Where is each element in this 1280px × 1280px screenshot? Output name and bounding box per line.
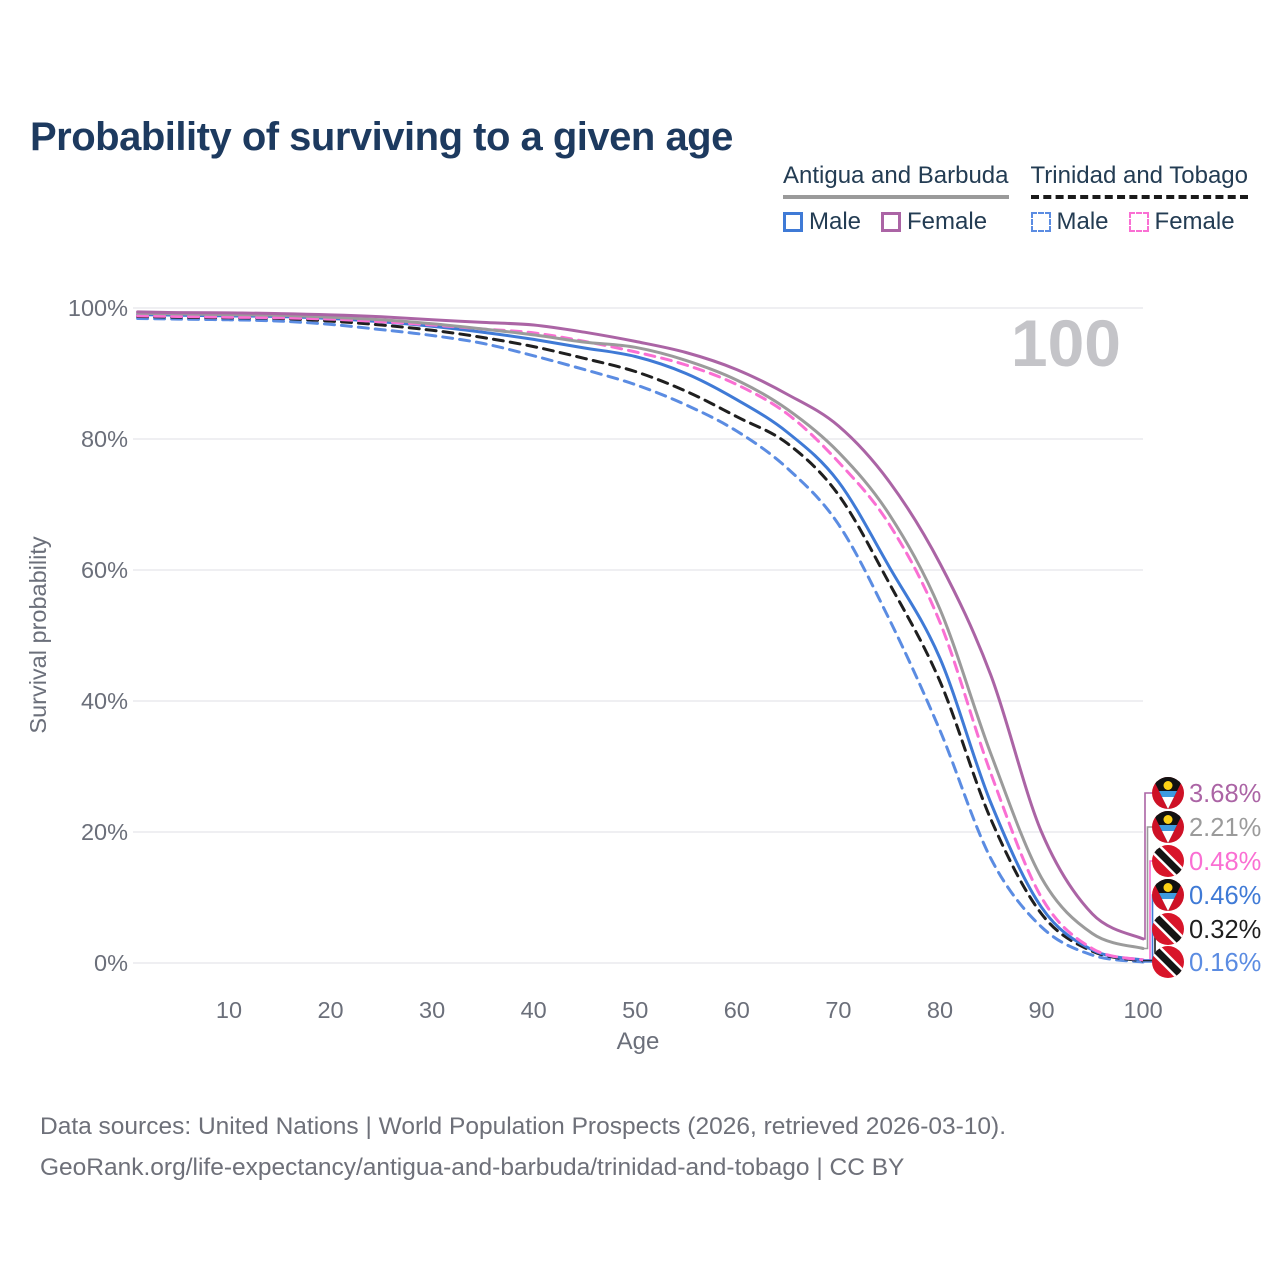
legend-item-trinidad-female[interactable]: Female: [1128, 208, 1235, 236]
end-value-label-antigua-barbuda-both: 2.21%: [1189, 814, 1261, 842]
series-line-trinidad-tobago-female: [136, 314, 1145, 962]
x-tick-label: 10: [216, 997, 242, 1023]
x-tick-label: 30: [419, 997, 445, 1023]
y-tick-label: 40%: [81, 688, 128, 714]
series-line-antigua-barbuda-female: [136, 310, 1145, 941]
grid-layer: [133, 307, 1143, 964]
end-value-label-trinidad-tobago-female: 0.48%: [1189, 848, 1261, 876]
y-tick-label: 100%: [68, 295, 128, 321]
x-tick-label: 40: [521, 997, 547, 1023]
legend-group-antigua-and-barbuda: Antigua and Barbuda Male Female: [782, 162, 1009, 236]
end-label-leader-line: [1143, 792, 1153, 940]
antigua-and-barbuda-flag-icon: [1152, 777, 1184, 809]
legend-item-label: Male: [1056, 208, 1109, 235]
end-value-label-trinidad-tobago-male: 0.16%: [1189, 949, 1261, 977]
legend-country-label: Antigua and Barbuda: [782, 162, 1009, 199]
x-tick-label: 70: [825, 997, 851, 1023]
y-tick-label: 60%: [81, 557, 128, 583]
legend-country-label: Trinidad and Tobago: [1030, 162, 1248, 199]
x-tick-label: 80: [927, 997, 953, 1023]
legend-item-label: Female: [1154, 208, 1235, 235]
trinidad-and-tobago-flag-icon: [1150, 843, 1186, 879]
end-value-label-trinidad-tobago-both: 0.32%: [1189, 916, 1261, 944]
end-value-label-antigua-barbuda-female: 3.68%: [1189, 780, 1261, 808]
antigua-and-barbuda-flag-icon: [1152, 879, 1184, 911]
antigua-and-barbuda-flag-icon: [1152, 811, 1184, 843]
legend-item-trinidad-male[interactable]: Male: [1030, 208, 1109, 236]
x-tick-label: 20: [317, 997, 343, 1023]
legend-item-antigua-male[interactable]: Male: [782, 208, 862, 236]
y-axis-title: Survival probability: [25, 536, 51, 733]
legend-item-label: Female: [907, 208, 988, 235]
x-tick-label: 50: [622, 997, 648, 1023]
female-solid-swatch-icon: [881, 212, 902, 232]
x-tick-label: 60: [724, 997, 750, 1023]
x-axis-title: Age: [617, 1028, 660, 1055]
end-value-label-antigua-barbuda-male: 0.46%: [1189, 882, 1261, 910]
chart-legend: Antigua and Barbuda Male Female Trinidad…: [782, 162, 1248, 236]
page-title: Probability of surviving to a given age: [30, 114, 733, 159]
male-dashed-swatch-icon: [1030, 212, 1051, 232]
y-tick-label: 20%: [81, 819, 128, 845]
male-solid-swatch-icon: [782, 212, 803, 232]
legend-item-label: Male: [808, 208, 862, 235]
female-dashed-swatch-icon: [1128, 212, 1149, 232]
series-layer: [136, 310, 1145, 964]
axis-layer: 100% 80% 60% 40% 20% 0% 10 20 30 40 50 60 70 80 90 100 A…: [25, 295, 1163, 1055]
x-tick-label: 100: [1123, 997, 1162, 1023]
x-tick-label: 90: [1028, 997, 1054, 1023]
watermark-layer: 100: [1011, 306, 1121, 380]
legend-item-antigua-female[interactable]: Female: [881, 208, 987, 236]
legend-group-trinidad-and-tobago: Trinidad and Tobago Male Female: [1030, 162, 1248, 236]
y-tick-label: 80%: [81, 426, 128, 452]
end-label-leader-line: [1143, 826, 1153, 950]
end-label-layer: 3.68% 2.21% 0.48% 0.46% 0.32% 0.16%: [1143, 777, 1261, 980]
y-tick-label: 0%: [94, 950, 128, 976]
footer-sources-line: Data sources: United Nations | World Pop…: [40, 1113, 1007, 1140]
data-sources-footer: Data sources: United Nations | World Pop…: [40, 1106, 1006, 1188]
age-watermark: 100: [1011, 306, 1121, 380]
footer-link-line[interactable]: GeoRank.org/life-expectancy/antigua-and-…: [40, 1154, 905, 1181]
series-line-trinidad-tobago-male: [136, 317, 1145, 964]
series-line-antigua-barbuda-both: [136, 311, 1145, 950]
